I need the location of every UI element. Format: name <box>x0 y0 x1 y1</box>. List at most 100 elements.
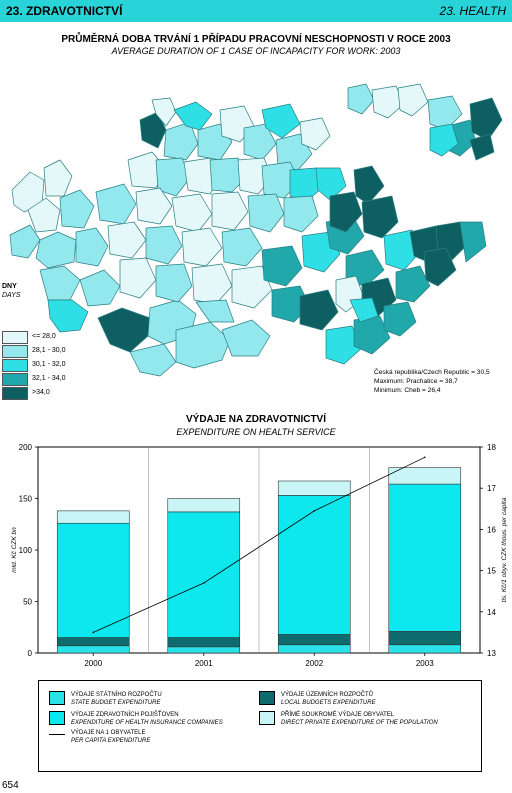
per-capita-line <box>93 456 425 633</box>
legend-label: 30,1 - 32,0 <box>32 361 66 368</box>
map-region <box>43 159 73 197</box>
expenditure-chart: 0 50 100 150 200 13 14 15 16 17 18 mld. Kč CZK bn ti… <box>11 443 508 668</box>
bar-segment <box>167 637 241 648</box>
map-region <box>243 123 277 161</box>
legend-line <box>49 734 65 735</box>
legend-title-en: DAYS <box>2 292 21 299</box>
legend-swatch <box>2 345 28 358</box>
map-region <box>59 189 95 229</box>
map-region <box>353 165 385 205</box>
line-point <box>423 456 426 459</box>
y2-tick-label: 16 <box>487 525 496 534</box>
bar-segment <box>277 634 351 646</box>
map-region <box>361 195 399 239</box>
map-region <box>175 321 231 369</box>
legend-title-cz: DNY <box>2 283 17 290</box>
map-region <box>155 157 191 197</box>
map-region <box>9 224 41 259</box>
map-region <box>173 101 213 131</box>
map-region <box>181 227 223 267</box>
map-region <box>395 265 431 303</box>
map-region <box>299 117 331 151</box>
map-stat-czech: Česká republika/Czech Republic = 30,5 <box>374 369 490 376</box>
map-region <box>289 167 323 203</box>
map-region <box>231 265 273 309</box>
legend-label: VÝDAJE STÁTNÍHO ROZPOČTU <box>71 692 162 698</box>
page-number: 654 <box>2 780 19 791</box>
bar-segment <box>56 645 130 654</box>
legend-label-en: STATE BUDGET EXPENDITURE <box>71 700 161 706</box>
map-region <box>469 133 495 161</box>
map-region <box>95 183 137 225</box>
y-tick-label: 150 <box>19 495 33 504</box>
y2-tick-label: 13 <box>487 649 496 658</box>
legend-label-en: DIRECT PRIVATE EXPENDITURE OF THE POPULA… <box>281 720 438 726</box>
legend-label: VÝDAJE NA 1 OBYVATELE <box>71 730 146 736</box>
legend-label-en: EXPENDITURE OF HEALTH INSURANCE COMPANIE… <box>71 720 223 726</box>
map-region <box>47 299 89 333</box>
x-tick-label: 2000 <box>84 659 102 668</box>
x-tick-label: 2002 <box>305 659 323 668</box>
map-stat-max: Maximum: Prachatice = 38,7 <box>374 378 458 385</box>
bar-segment <box>56 637 130 647</box>
y2-tick-label: 15 <box>487 567 496 576</box>
map-region <box>283 195 319 233</box>
legend-swatch <box>2 359 28 372</box>
map-region <box>155 263 193 303</box>
map-region <box>145 225 183 265</box>
map-region <box>329 191 363 233</box>
map-region <box>397 83 429 117</box>
bar-segment <box>388 631 462 646</box>
map-region <box>195 299 235 323</box>
map-region <box>371 85 405 119</box>
legend-label: <= 28,0 <box>32 333 56 340</box>
map-region <box>135 187 173 225</box>
map-region <box>139 111 167 149</box>
y2-tick-label: 18 <box>487 443 496 452</box>
y2-tick-label: 17 <box>487 484 496 493</box>
chapter-title-en: 23. HEALTH <box>439 4 506 18</box>
map-region <box>151 97 177 127</box>
map-region <box>211 191 249 231</box>
line-point <box>202 582 205 584</box>
map-region <box>129 343 177 377</box>
map-region <box>247 193 285 233</box>
map-region <box>39 265 81 301</box>
y2-axis-label: tis. Kč/1 obyv. CZK thous. per capita <box>501 497 508 602</box>
map-region <box>429 123 459 157</box>
bar-segment <box>167 646 241 654</box>
legend-label: VÝDAJE ÚZEMNÍCH ROZPOČTŮ <box>281 692 374 698</box>
legend-swatch <box>49 711 65 725</box>
map-region <box>97 307 151 353</box>
bar-segment <box>388 467 462 485</box>
map-region <box>299 289 339 331</box>
bar-segment <box>56 510 130 524</box>
y-tick-label: 100 <box>19 546 33 555</box>
map-region <box>119 257 157 299</box>
legend-swatch <box>49 691 65 705</box>
map-region <box>315 167 347 201</box>
map-region <box>469 97 503 141</box>
legend-label: 28,1 - 30,0 <box>32 347 66 354</box>
bar-segment <box>388 644 462 654</box>
bar-segment <box>277 480 351 496</box>
y2-tick-label: 14 <box>487 608 496 617</box>
legend-label: VÝDAJE ZDRAVOTNÍCH POJIŠŤOVEN <box>71 712 179 718</box>
map-region <box>79 269 121 307</box>
legend-label-en: PER CAPITA EXPENDITURE <box>71 738 151 744</box>
y-axis-label: mld. Kč CZK bn <box>11 527 18 573</box>
x-tick-label: 2001 <box>195 659 213 668</box>
bar-segment <box>277 495 351 635</box>
bar-segment <box>388 483 462 632</box>
chart-legend: VÝDAJE STÁTNÍHO ROZPOČTU STATE BUDGET EXP… <box>38 680 482 772</box>
legend-swatch <box>2 373 28 386</box>
legend-label: >34,0 <box>32 389 50 396</box>
map-region <box>107 221 147 259</box>
chapter-title: 23. ZDRAVOTNICTVÍ <box>6 4 123 18</box>
map-region <box>171 193 213 233</box>
legend-label-en: LOCAL BUDGETS EXPENDITURE <box>281 700 376 706</box>
y-tick-label: 200 <box>19 443 33 452</box>
map-region <box>75 227 109 267</box>
map-region <box>221 319 271 357</box>
bar-segment <box>167 511 241 638</box>
